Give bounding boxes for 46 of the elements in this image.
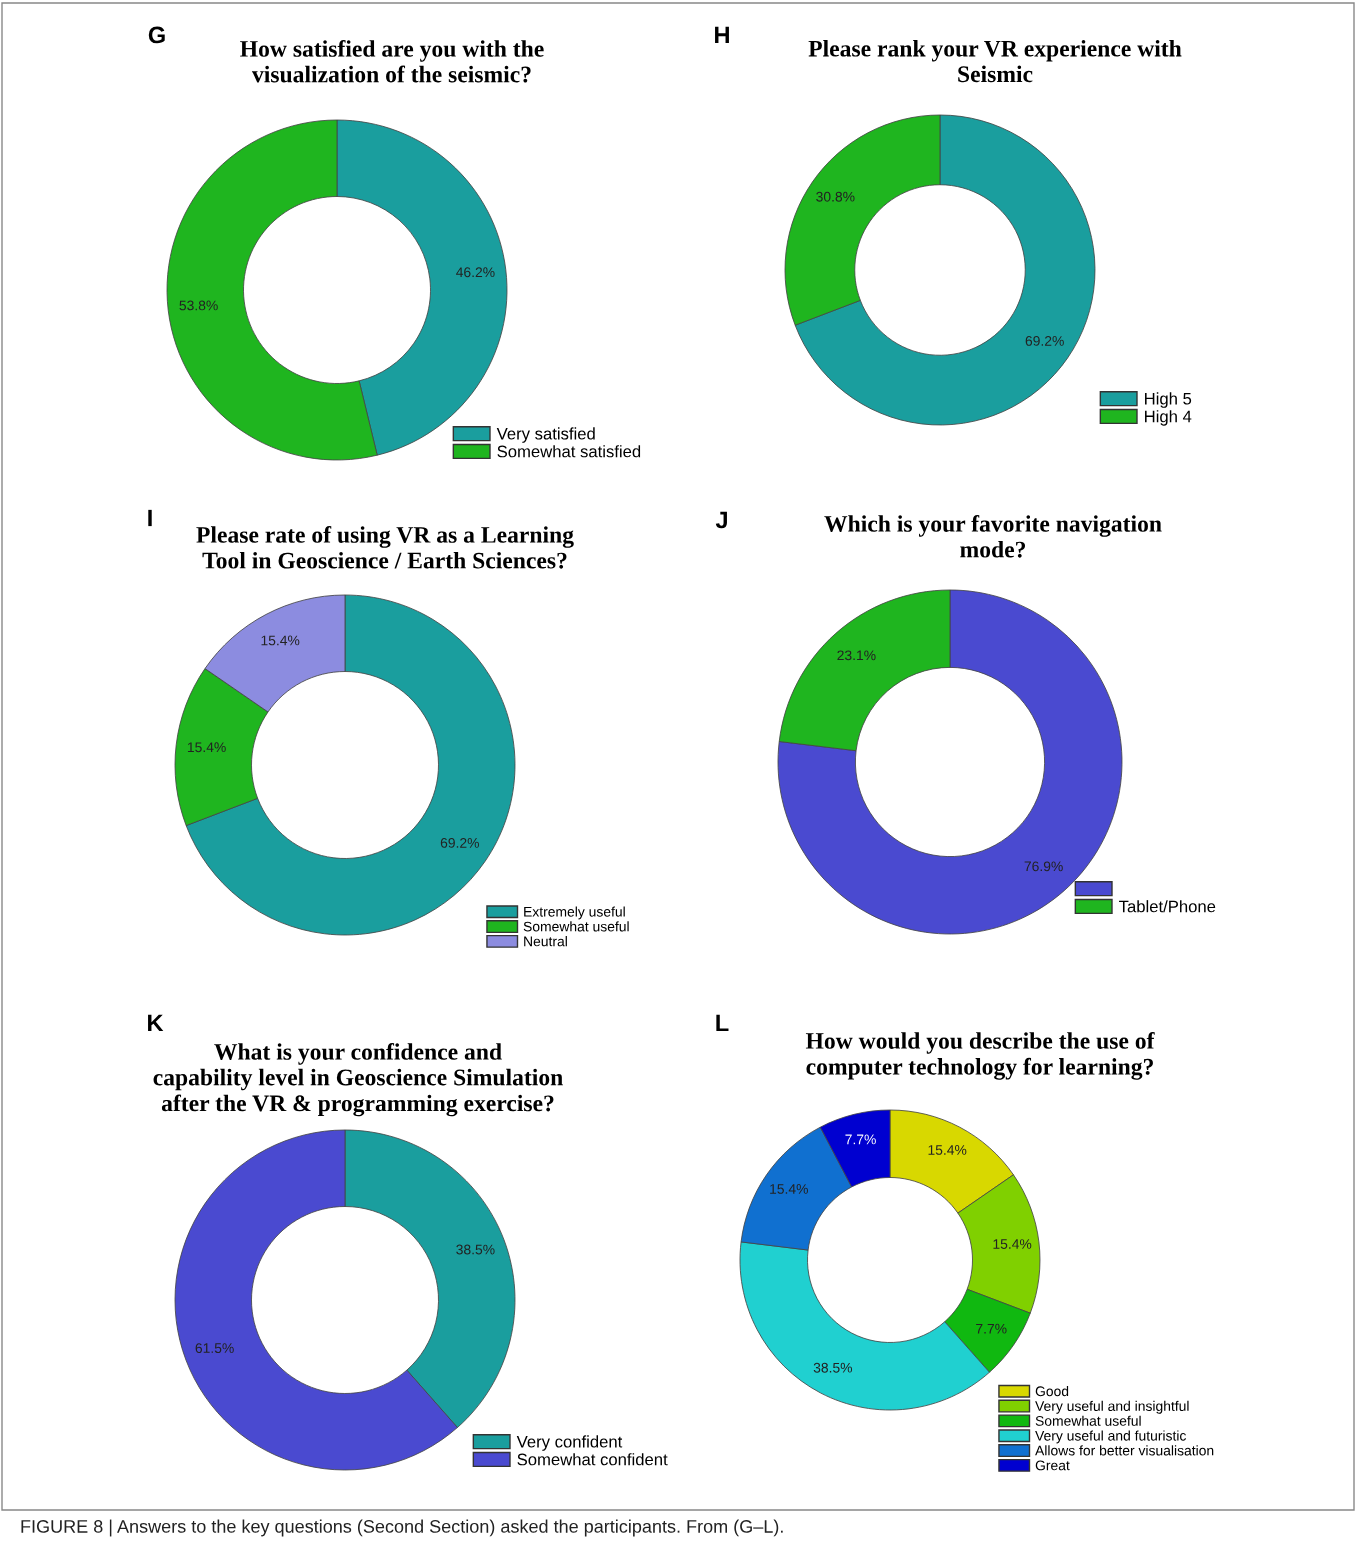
legend-label: Great — [1035, 1460, 1070, 1471]
legend-label: Extremely useful — [524, 906, 625, 920]
data-label: 46.2% — [456, 267, 495, 278]
legend-label: Somewhat useful — [523, 921, 629, 932]
legend-label: Very useful and insightful — [1035, 1400, 1189, 1414]
legend-label: Very satisfied — [496, 427, 595, 443]
data-label: 69.2% — [1025, 335, 1064, 346]
data-label: 38.5% — [456, 1244, 495, 1255]
legend-label: Somewhat confident — [517, 1453, 668, 1466]
chart-title: How would you describe the use of computer technology for learning? — [805, 1032, 1155, 1080]
data-label: 38.5% — [813, 1362, 853, 1373]
data-label: 15.4% — [993, 1239, 1032, 1249]
chart-title: Please rate of using VR as a Learning Tool in Geoscience / Earth Sciences? — [196, 526, 574, 569]
text: H — [715, 26, 729, 44]
data-label: 76.9% — [1024, 861, 1063, 872]
data-label: 15.4% — [928, 1145, 967, 1155]
legend-label: High 5 — [1145, 392, 1192, 408]
text: G — [148, 26, 165, 44]
data-label: 61.5% — [195, 1343, 234, 1353]
legend-label: Allows for better visualisation — [1035, 1445, 1214, 1456]
chart-title: How satisfied are you with the visualization of the seismic? — [240, 40, 544, 83]
data-label: 69.2% — [440, 837, 479, 848]
legend-label: Somewhat satisfied — [497, 445, 641, 458]
text: L — [716, 1014, 729, 1032]
data-label: 15.4% — [770, 1184, 808, 1194]
data-label: 7.7% — [845, 1134, 876, 1145]
data-label: 7.7% — [976, 1323, 1007, 1334]
legend-label: Somewhat useful — [1035, 1415, 1141, 1426]
data-label: 15.4% — [261, 635, 300, 646]
chart-title: What is your confidence and capability level in Geoscience Simulation after the VR & programming exercise? — [153, 1043, 563, 1117]
legend-label: Tablet/Phone — [1119, 900, 1216, 913]
legend-label: Good — [1035, 1385, 1069, 1397]
data-label: 15.4% — [187, 742, 226, 753]
data-label: 53.8% — [179, 300, 218, 311]
chart-title: Which is your favorite navigation mode? — [824, 515, 1162, 558]
text: I — [148, 509, 152, 527]
chart-title: Please rank your VR experience with Seismic — [808, 40, 1182, 83]
caption: FIGURE 8 | Answers to the key questions (Second Section) asked the participants. From (G–L). — [21, 1519, 783, 1537]
legend-label: Very confident — [516, 1435, 623, 1451]
data-label: 30.8% — [816, 191, 855, 202]
legend-label: Very useful and futuristic — [1035, 1430, 1186, 1444]
text: K — [148, 1014, 164, 1032]
legend-label: Neutral — [524, 936, 567, 947]
text: J — [715, 511, 727, 529]
data-label: 23.1% — [837, 650, 876, 661]
legend-label: High 4 — [1145, 410, 1192, 426]
